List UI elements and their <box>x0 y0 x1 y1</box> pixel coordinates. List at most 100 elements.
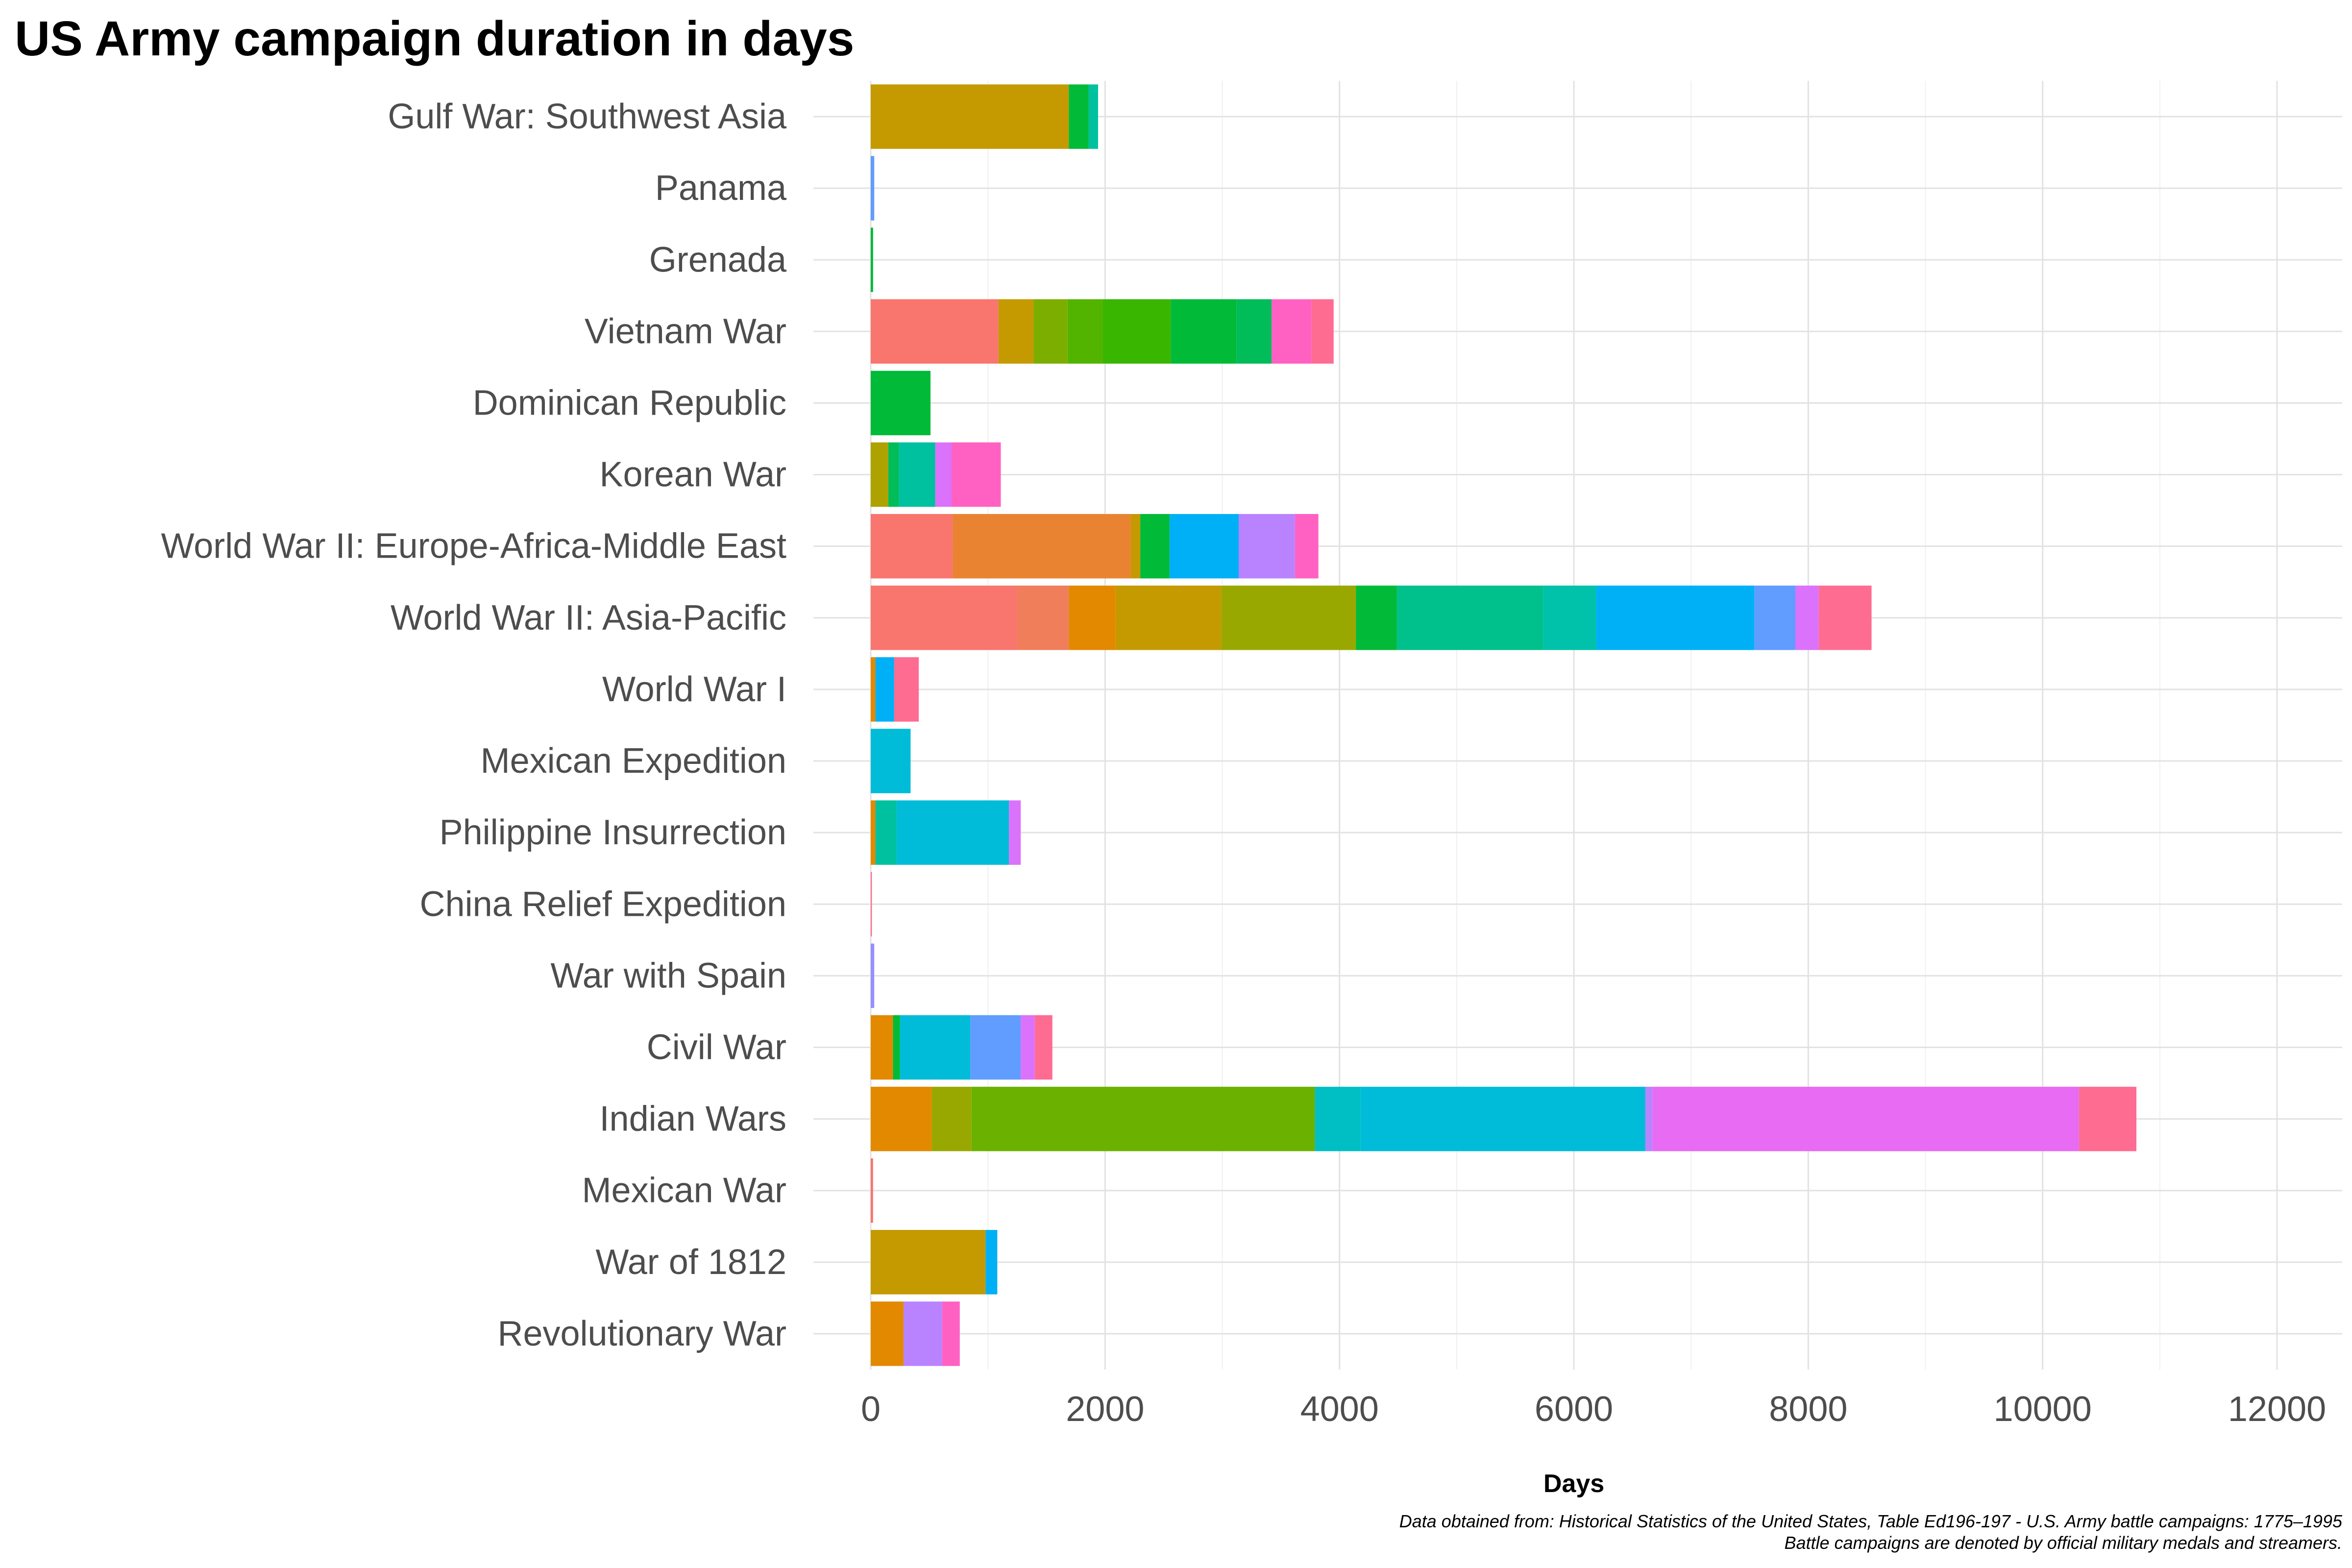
bar-group <box>871 84 1098 149</box>
bar-segment <box>970 1015 1021 1080</box>
bar-segment <box>871 1301 904 1366</box>
bar-segment <box>998 299 1034 364</box>
bar-segment <box>871 370 931 436</box>
bar-segment <box>1169 514 1239 579</box>
bar-segment <box>1017 586 1069 650</box>
x-tick-label: 12000 <box>2228 1390 2326 1429</box>
bar-segment <box>871 156 875 220</box>
caption-line-note: Battle campaigns are denoted by official… <box>1784 1533 2342 1553</box>
bar-segment <box>971 1086 1315 1152</box>
bar-segment <box>1115 586 1222 650</box>
x-axis-title: Days <box>1544 1470 1604 1498</box>
x-tick-label: 4000 <box>1300 1390 1379 1429</box>
bar-segment <box>896 800 1009 865</box>
bar-segment <box>1067 299 1103 364</box>
x-tick-label: 2000 <box>1066 1390 1144 1429</box>
bar-segment <box>871 872 872 937</box>
category-label: Civil War <box>647 1028 786 1067</box>
bar-segment <box>1102 299 1171 364</box>
category-label: World War I <box>602 670 786 709</box>
bar-segment <box>871 586 1017 650</box>
category-label: Mexican War <box>582 1171 786 1210</box>
category-label: Philippine Insurrection <box>440 813 786 852</box>
bar-segment <box>1021 1015 1035 1080</box>
bar-group <box>871 442 1001 507</box>
bar-segment <box>1171 299 1237 364</box>
category-label: War of 1812 <box>595 1243 786 1282</box>
bar-segment <box>985 1230 998 1295</box>
bar-group <box>871 586 1872 650</box>
bar-segment <box>1356 586 1397 650</box>
bar-segment <box>871 1015 893 1080</box>
bar-segment <box>871 442 888 507</box>
bar-segment <box>1754 586 1796 650</box>
bar-segment <box>871 1230 986 1295</box>
bar-group <box>871 514 1319 579</box>
bar-group <box>871 657 919 722</box>
bar-segment <box>888 442 899 507</box>
bar-group <box>871 800 1021 865</box>
bar-segment <box>1088 84 1098 149</box>
bar-segment <box>1360 1086 1645 1152</box>
bar-segment <box>871 514 953 579</box>
bar-group <box>871 370 931 436</box>
category-label: Dominican Republic <box>473 384 786 423</box>
category-label: Gulf War: Southwest Asia <box>388 97 787 136</box>
category-label: China Relief Expedition <box>420 884 786 924</box>
category-label: Panama <box>655 169 787 208</box>
bar-segment <box>1130 514 1141 579</box>
category-label: Indian Wars <box>600 1100 786 1139</box>
bar-group <box>871 299 1334 364</box>
gridlines <box>813 81 2342 1370</box>
x-tick-label: 6000 <box>1535 1390 1613 1429</box>
bar-segment <box>952 442 1001 507</box>
bar-segment <box>871 1158 873 1223</box>
bar-segment <box>1652 1086 2079 1152</box>
category-labels: Gulf War: Southwest Asia Panama Grenada Vie… <box>161 97 787 1353</box>
bar-segment <box>871 227 873 293</box>
bar-segment <box>903 1301 942 1366</box>
bar-segment <box>871 657 876 722</box>
bar-segment <box>1069 84 1089 149</box>
chart-title: US Army campaign duration in days <box>15 11 855 66</box>
bar-segment <box>1238 514 1295 579</box>
bar-segment <box>899 442 935 507</box>
bar-segment <box>875 657 894 722</box>
bar-segment <box>1543 586 1596 650</box>
bar-segment <box>871 729 911 793</box>
bar-group <box>871 872 872 937</box>
category-label: Mexican Expedition <box>481 741 786 781</box>
bar-segment <box>893 1015 900 1080</box>
category-label: World War II: Asia-Pacific <box>391 598 786 637</box>
x-tick-label: 8000 <box>1769 1390 1847 1429</box>
category-label: War with Spain <box>551 956 787 995</box>
bar-segment <box>1295 514 1319 579</box>
bar-segment <box>953 514 1131 579</box>
x-tick-label: 0 <box>861 1390 881 1429</box>
bar-group <box>871 227 873 293</box>
bar-segment <box>1315 1086 1361 1152</box>
bar-group <box>871 1086 2136 1152</box>
bar-segment <box>942 1301 960 1366</box>
bar-segment <box>871 299 999 364</box>
category-label: World War II: Europe-Africa-Middle East <box>161 527 786 566</box>
category-label: Grenada <box>649 240 787 279</box>
bar-segment <box>1221 586 1356 650</box>
caption-line-source: Data obtained from: Historical Statistic… <box>1399 1511 2342 1531</box>
bar-segment <box>2079 1086 2136 1152</box>
bar-segment <box>1311 299 1334 364</box>
bar-segment <box>1140 514 1170 579</box>
bar-segment <box>1645 1086 1653 1152</box>
bar-segment <box>871 1086 932 1152</box>
category-label: Revolutionary War <box>497 1314 786 1353</box>
bar-segment <box>1818 586 1872 650</box>
bar-segment <box>931 1086 972 1152</box>
chart-caption: Data obtained from: Historical Statistic… <box>1399 1511 2342 1554</box>
category-label: Korean War <box>600 455 786 494</box>
bar-group <box>871 1158 873 1223</box>
bar-segment <box>1396 586 1544 650</box>
bar-group <box>871 1230 998 1295</box>
bar-segment <box>1795 586 1819 650</box>
bar-segment <box>875 800 897 865</box>
